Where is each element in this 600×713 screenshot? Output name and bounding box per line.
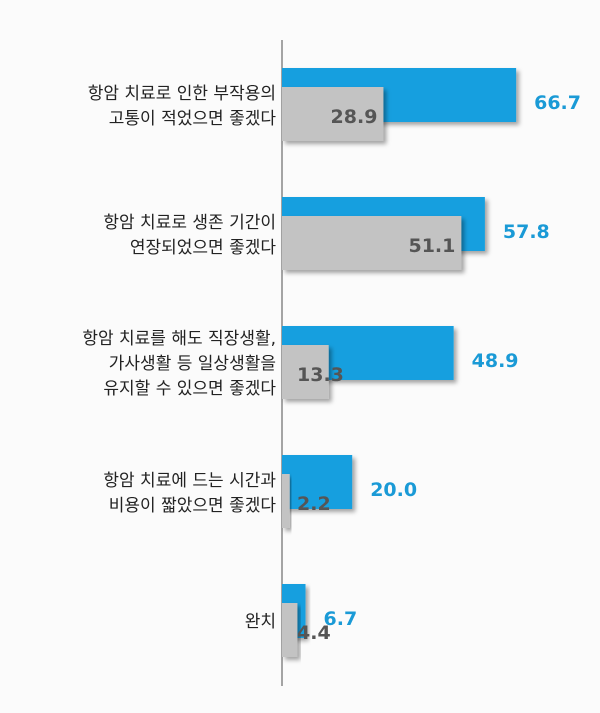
category-label: 항암 치료로 인한 부작용의 고통이 적었으면 좋겠다 (87, 83, 276, 129)
data-label-series-1: 20.0 (370, 479, 417, 501)
category-label: 항암 치료에 드는 시간과 비용이 짧았으면 좋겠다 (103, 470, 276, 516)
bar-series-2 (282, 216, 462, 270)
data-label-series-2: 4.4 (297, 622, 331, 644)
data-label-series-1: 57.8 (503, 221, 550, 243)
category-label: 항암 치료를 해도 직장생활, 가사생활 등 일상생활을 유지할 수 있으면 좋… (82, 329, 276, 399)
bar-series-2 (282, 603, 298, 657)
category-label: 항암 치료로 생존 기간이 연장되었으면 좋겠다 (103, 212, 276, 258)
data-label-series-1: 48.9 (472, 350, 519, 372)
data-label-series-1: 6.7 (324, 608, 358, 630)
bar-series-2 (282, 345, 329, 399)
category-label: 완치 (244, 612, 276, 632)
data-label-series-2: 28.9 (331, 106, 378, 128)
bar-series-2 (282, 87, 384, 141)
data-label-series-2: 2.2 (297, 493, 331, 515)
data-label-series-1: 66.7 (534, 92, 581, 114)
bar-series-2 (282, 474, 290, 528)
bar-series-1 (282, 455, 353, 509)
data-label-series-2: 13.3 (297, 364, 344, 386)
data-label-series-2: 51.1 (408, 235, 455, 257)
